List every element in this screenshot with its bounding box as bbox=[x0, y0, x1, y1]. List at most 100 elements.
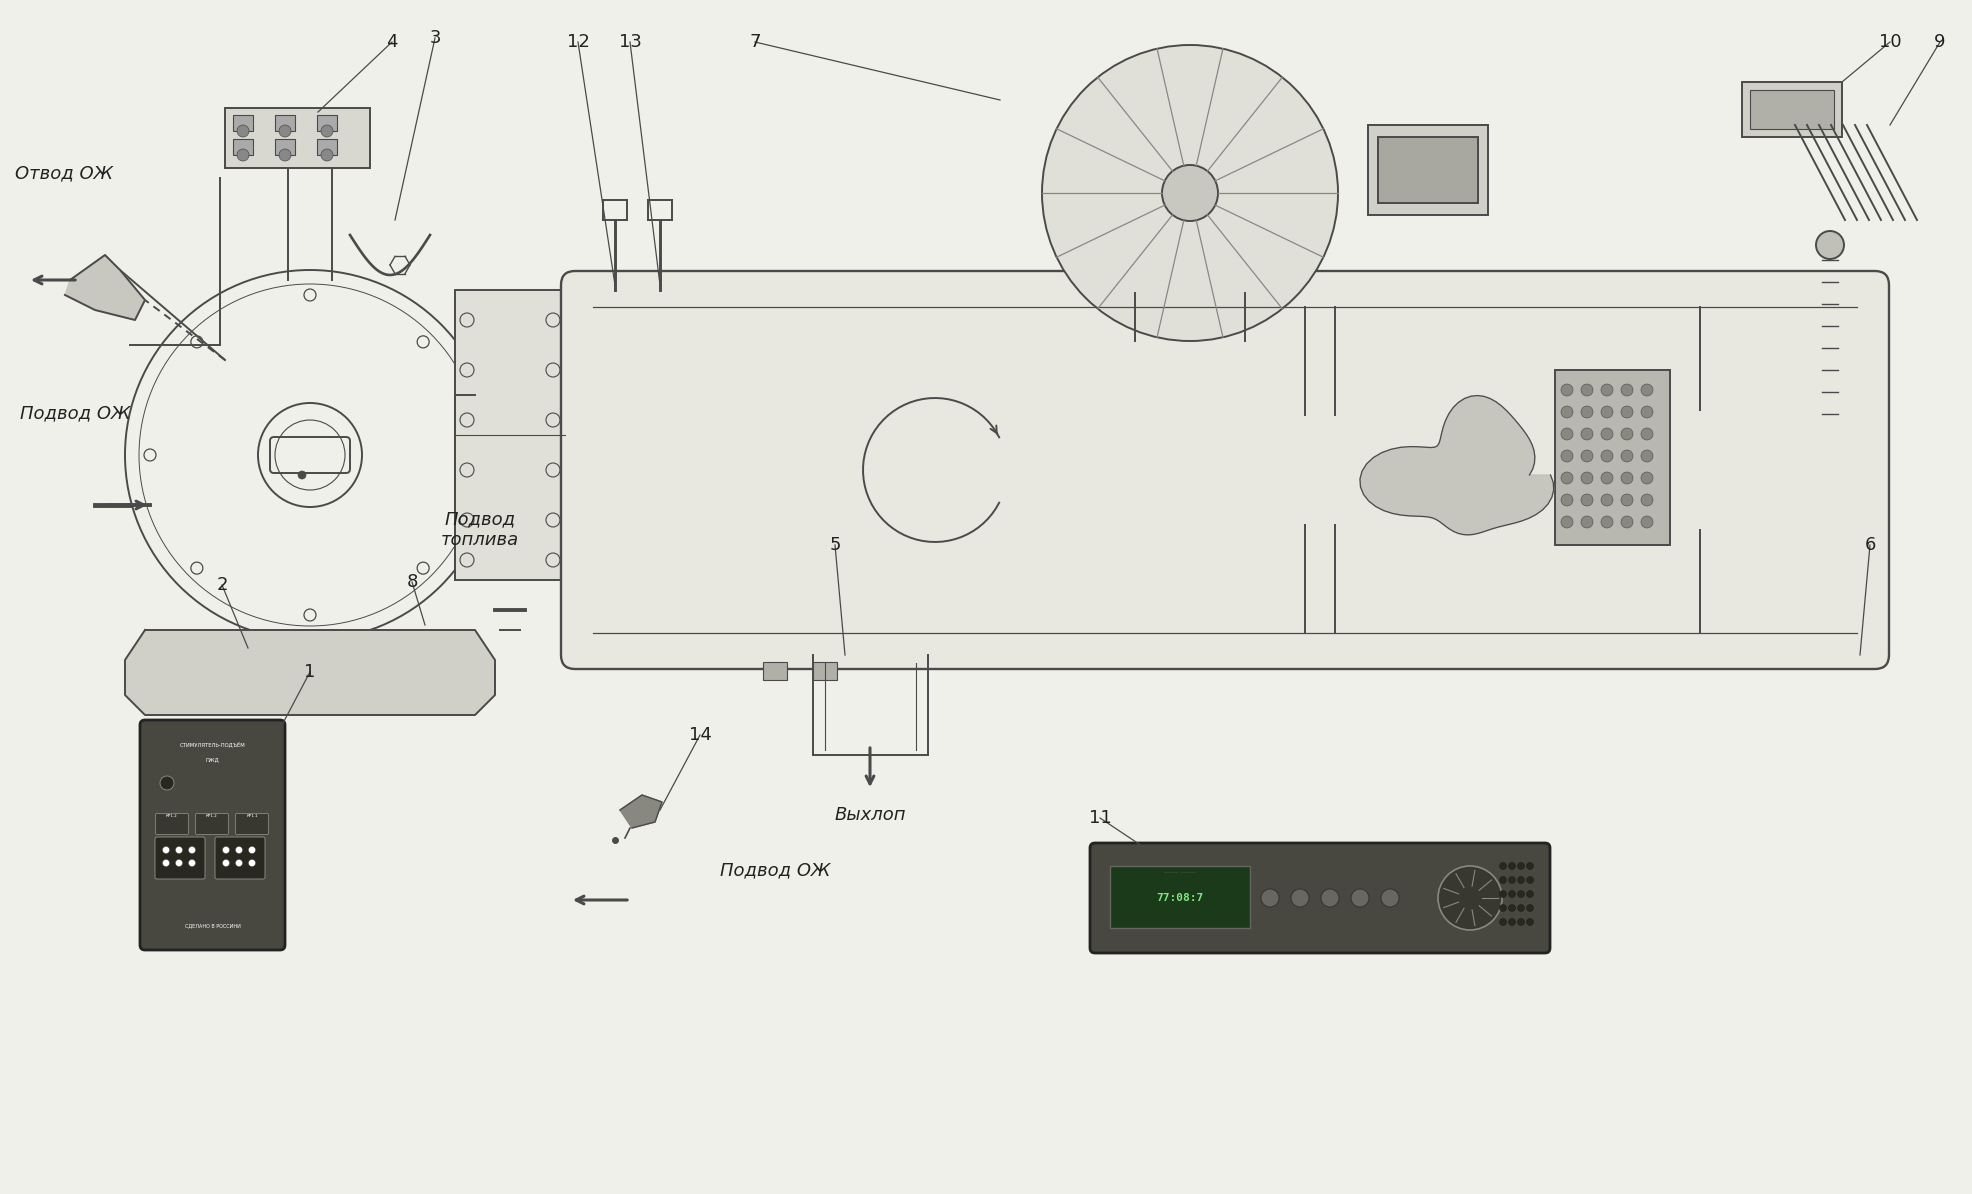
Circle shape bbox=[1601, 406, 1613, 418]
Circle shape bbox=[1641, 427, 1653, 441]
FancyBboxPatch shape bbox=[156, 837, 205, 879]
FancyBboxPatch shape bbox=[195, 813, 229, 835]
Circle shape bbox=[1499, 918, 1507, 925]
Text: 7: 7 bbox=[749, 33, 761, 51]
Bar bbox=[812, 661, 836, 681]
Circle shape bbox=[1499, 891, 1507, 898]
Text: 10: 10 bbox=[1879, 33, 1901, 51]
Bar bbox=[274, 115, 296, 131]
Text: СТИМУЛЯТЕЛЬ-ПОДЪЁМ: СТИМУЛЯТЕЛЬ-ПОДЪЁМ bbox=[179, 743, 245, 747]
Circle shape bbox=[1621, 406, 1633, 418]
Circle shape bbox=[1582, 516, 1593, 528]
Text: 2: 2 bbox=[217, 576, 227, 593]
Circle shape bbox=[1621, 427, 1633, 441]
Text: ПЖД: ПЖД bbox=[205, 757, 219, 762]
Text: 1: 1 bbox=[304, 663, 316, 681]
Circle shape bbox=[1601, 516, 1613, 528]
Bar bbox=[1556, 370, 1670, 544]
Circle shape bbox=[1518, 905, 1524, 911]
Circle shape bbox=[189, 860, 195, 867]
Circle shape bbox=[1499, 876, 1507, 884]
Polygon shape bbox=[65, 256, 146, 320]
Text: 4: 4 bbox=[387, 33, 398, 51]
Circle shape bbox=[1499, 862, 1507, 869]
Circle shape bbox=[1499, 905, 1507, 911]
Circle shape bbox=[1438, 866, 1503, 930]
Circle shape bbox=[1562, 450, 1574, 462]
Circle shape bbox=[237, 125, 248, 137]
Circle shape bbox=[1509, 862, 1516, 869]
Circle shape bbox=[1641, 472, 1653, 484]
Circle shape bbox=[1582, 406, 1593, 418]
Circle shape bbox=[1260, 890, 1280, 907]
Circle shape bbox=[278, 125, 292, 137]
Circle shape bbox=[1601, 494, 1613, 506]
Bar bbox=[317, 115, 337, 131]
Circle shape bbox=[248, 860, 256, 867]
Text: 77:08:7: 77:08:7 bbox=[1156, 893, 1203, 903]
Circle shape bbox=[1518, 876, 1524, 884]
Polygon shape bbox=[124, 630, 495, 715]
Circle shape bbox=[1562, 427, 1574, 441]
Circle shape bbox=[1518, 918, 1524, 925]
Text: Подвод ОЖ: Подвод ОЖ bbox=[720, 861, 830, 879]
Circle shape bbox=[1601, 450, 1613, 462]
Bar bbox=[225, 107, 371, 168]
Text: 9: 9 bbox=[1935, 33, 1946, 51]
Circle shape bbox=[1582, 450, 1593, 462]
Circle shape bbox=[1601, 427, 1613, 441]
Circle shape bbox=[1292, 890, 1309, 907]
Circle shape bbox=[1509, 918, 1516, 925]
Polygon shape bbox=[619, 795, 663, 827]
Circle shape bbox=[1562, 472, 1574, 484]
Bar bbox=[763, 661, 787, 681]
Circle shape bbox=[1162, 165, 1219, 221]
Circle shape bbox=[1526, 891, 1534, 898]
Bar bbox=[274, 139, 296, 155]
Text: 5: 5 bbox=[830, 536, 840, 554]
Circle shape bbox=[1621, 472, 1633, 484]
Circle shape bbox=[1582, 494, 1593, 506]
Circle shape bbox=[1041, 45, 1337, 341]
Text: Подвод
топлива: Подвод топлива bbox=[442, 510, 519, 549]
Circle shape bbox=[1582, 384, 1593, 396]
Circle shape bbox=[1321, 890, 1339, 907]
Bar bbox=[1110, 866, 1250, 928]
Text: СДЕЛАНО В РОССИНИ: СДЕЛАНО В РОССИНИ bbox=[185, 923, 241, 928]
Circle shape bbox=[1582, 472, 1593, 484]
Circle shape bbox=[176, 860, 183, 867]
Text: 12: 12 bbox=[566, 33, 590, 51]
Circle shape bbox=[223, 860, 229, 867]
Circle shape bbox=[235, 860, 243, 867]
Circle shape bbox=[1518, 862, 1524, 869]
Circle shape bbox=[162, 860, 170, 867]
Circle shape bbox=[1526, 862, 1534, 869]
Circle shape bbox=[1601, 384, 1613, 396]
Circle shape bbox=[1562, 516, 1574, 528]
Circle shape bbox=[223, 847, 229, 854]
FancyBboxPatch shape bbox=[1091, 843, 1550, 953]
Bar bbox=[1741, 82, 1842, 137]
Circle shape bbox=[248, 847, 256, 854]
Circle shape bbox=[160, 776, 174, 790]
Circle shape bbox=[1526, 905, 1534, 911]
Bar bbox=[233, 139, 252, 155]
Circle shape bbox=[1621, 384, 1633, 396]
Text: 13: 13 bbox=[619, 33, 641, 51]
FancyBboxPatch shape bbox=[235, 813, 268, 835]
Circle shape bbox=[1641, 406, 1653, 418]
Text: 11: 11 bbox=[1089, 810, 1112, 827]
Circle shape bbox=[278, 149, 292, 161]
Text: 14: 14 bbox=[688, 726, 712, 744]
Text: 3: 3 bbox=[430, 29, 442, 47]
Circle shape bbox=[1562, 494, 1574, 506]
Text: Отвод ОЖ: Отвод ОЖ bbox=[16, 164, 112, 181]
Circle shape bbox=[237, 149, 248, 161]
Text: КР1.1: КР1.1 bbox=[246, 814, 258, 818]
Bar bbox=[1378, 137, 1477, 203]
FancyBboxPatch shape bbox=[560, 271, 1889, 669]
Circle shape bbox=[1641, 384, 1653, 396]
Circle shape bbox=[1641, 494, 1653, 506]
Circle shape bbox=[1509, 876, 1516, 884]
Circle shape bbox=[1526, 918, 1534, 925]
